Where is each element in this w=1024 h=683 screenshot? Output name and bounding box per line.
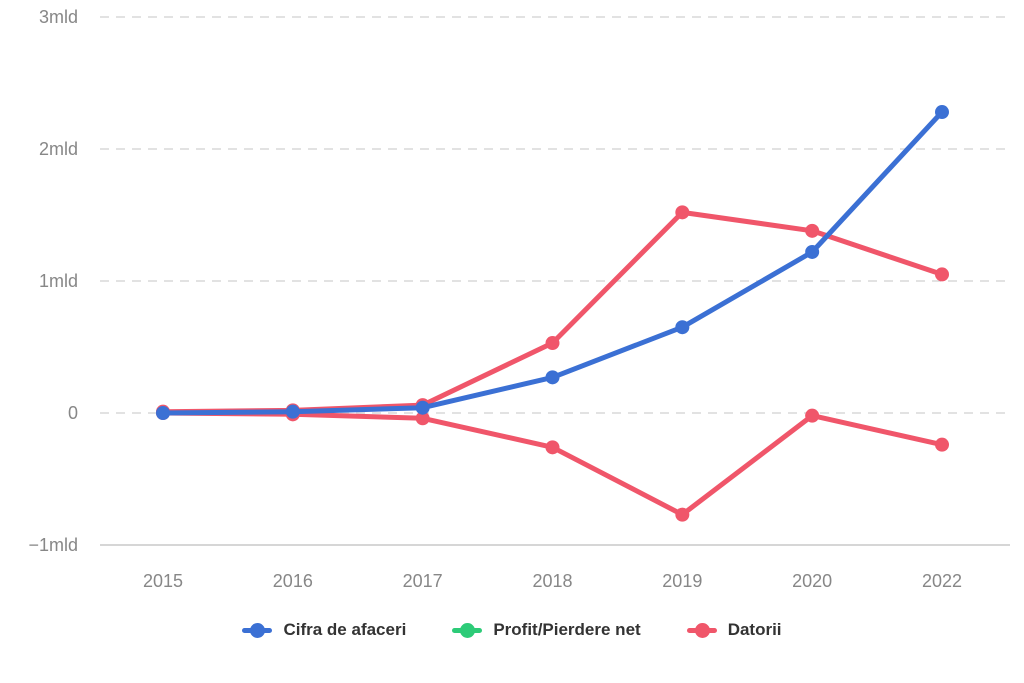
legend-marker-datorii-icon — [686, 622, 717, 638]
data-point-profit-pierdere-net-2018[interactable] — [545, 440, 560, 455]
legend-marker-cifra-de-afaceri-icon — [242, 622, 273, 638]
series-line-cifra-de-afaceri — [160, 109, 945, 416]
data-point-cifra-de-afaceri-2018[interactable] — [545, 370, 560, 385]
data-point-cifra-de-afaceri-2020[interactable] — [805, 244, 820, 259]
legend-item-cifra-de-afaceri[interactable]: Cifra de afaceri — [242, 620, 406, 640]
y-tick-label-1mld: −1mld — [28, 535, 78, 555]
legend-item-profit-pierdere-net[interactable]: Profit/Pierdere net — [452, 620, 641, 640]
data-point-datorii-2020[interactable] — [805, 223, 820, 238]
x-tick-label-2020: 2020 — [792, 571, 832, 591]
data-point-cifra-de-afaceri-2016[interactable] — [285, 404, 300, 419]
chart-legend: Cifra de afaceri Profit/Pierdere net Dat… — [0, 620, 1024, 640]
data-point-datorii-2022[interactable] — [935, 267, 949, 282]
data-point-cifra-de-afaceri-2015[interactable] — [156, 406, 170, 420]
legend-label-profit-pierdere-net: Profit/Pierdere net — [493, 620, 641, 639]
x-tick-label-2018: 2018 — [532, 571, 572, 591]
legend-label-cifra-de-afaceri: Cifra de afaceri — [283, 620, 407, 639]
data-point-cifra-de-afaceri-2017[interactable] — [415, 400, 430, 415]
legend-item-datorii[interactable]: Datorii — [686, 620, 782, 640]
y-tick-label-0: 0 — [68, 403, 78, 423]
y-tick-label-1mld: 1mld — [39, 271, 78, 291]
legend-label-datorii: Datorii — [727, 620, 782, 639]
y-tick-label-2mld: 2mld — [39, 139, 78, 159]
data-point-datorii-2019[interactable] — [675, 205, 690, 220]
data-point-profit-pierdere-net-2019[interactable] — [675, 507, 690, 522]
data-point-cifra-de-afaceri-2019[interactable] — [675, 320, 690, 335]
data-point-profit-pierdere-net-2020[interactable] — [805, 408, 820, 423]
data-point-datorii-2018[interactable] — [545, 336, 560, 351]
x-tick-label-2022: 2022 — [922, 571, 962, 591]
x-tick-label-2016: 2016 — [273, 571, 313, 591]
legend-marker-profit-pierdere-net-icon — [452, 622, 483, 638]
x-tick-label-2015: 2015 — [143, 571, 183, 591]
data-point-cifra-de-afaceri-2022[interactable] — [935, 105, 949, 120]
y-tick-label-3mld: 3mld — [39, 7, 78, 27]
x-tick-label-2017: 2017 — [403, 571, 443, 591]
data-point-profit-pierdere-net-2022[interactable] — [935, 437, 949, 452]
data-point-profit-pierdere-net-2017[interactable] — [415, 411, 430, 426]
series-line-profit-pierdere-net — [160, 410, 945, 518]
x-tick-label-2019: 2019 — [662, 571, 702, 591]
